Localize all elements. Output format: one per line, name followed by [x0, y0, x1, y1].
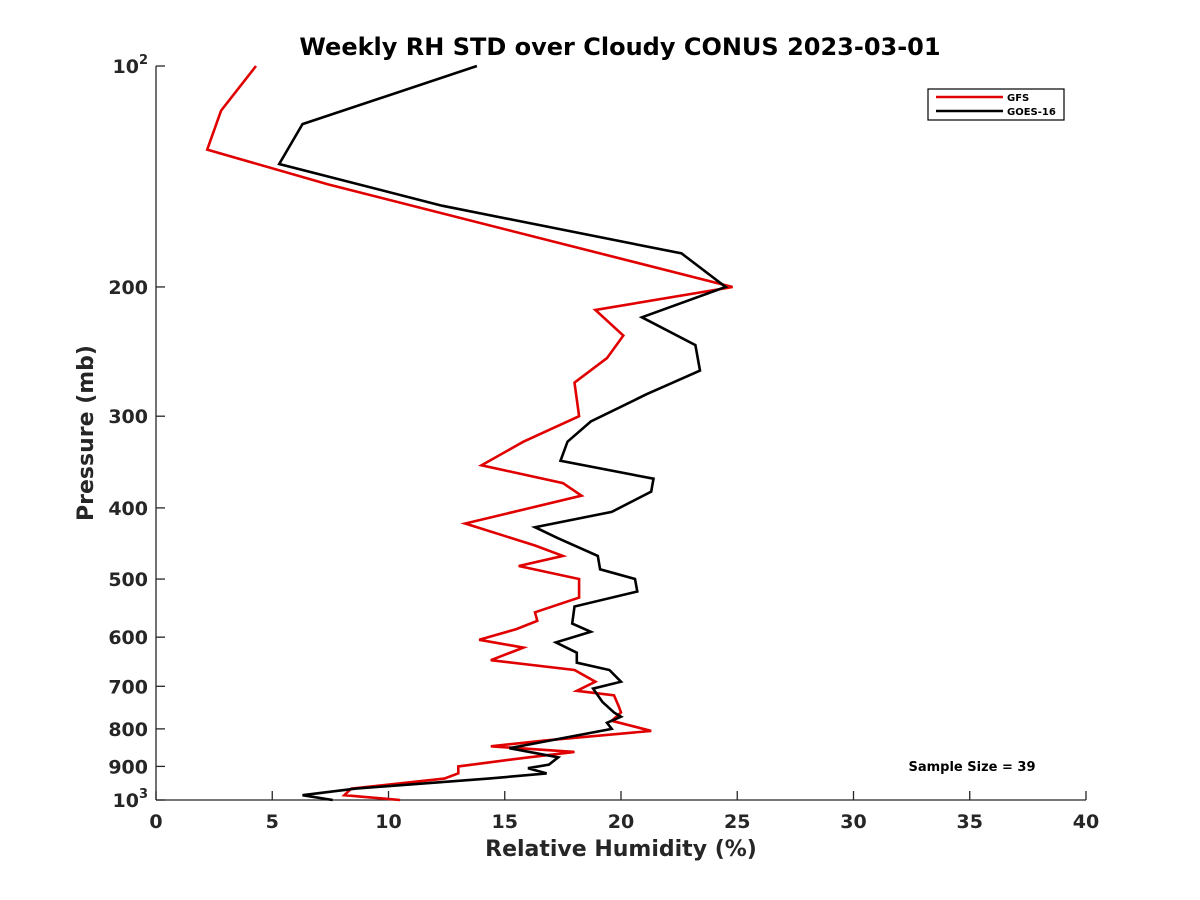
x-tick-label-20: 20	[608, 811, 634, 833]
chart-title: Weekly RH STD over Cloudy CONUS 2023-03-…	[299, 33, 940, 61]
x-tick-label-5: 5	[266, 811, 279, 833]
x-tick-label-40: 40	[1073, 811, 1099, 833]
y-tick-label-base: 300	[108, 406, 148, 428]
x-tick-label-35: 35	[957, 811, 983, 833]
y-tick-label-300: 300	[108, 406, 148, 428]
y-tick-label-500: 500	[108, 569, 148, 591]
x-tick-label-15: 15	[492, 811, 518, 833]
y-tick-label-400: 400	[108, 498, 148, 520]
y-tick-label-base: 400	[108, 498, 148, 520]
y-tick-label-800: 800	[108, 719, 148, 741]
series-line-goes16	[277, 64, 729, 802]
x-tick-label-30: 30	[840, 811, 866, 833]
x-tick-label-0: 0	[149, 811, 162, 833]
y-tick-label-base: 800	[108, 719, 148, 741]
y-tick-label-1000: 103	[113, 787, 149, 812]
y-axis-label: Pressure (mb)	[74, 345, 99, 521]
y-tick-label-600: 600	[108, 627, 148, 649]
sample-size-annotation: Sample Size = 39	[908, 760, 1035, 775]
y-tick-label-base: 10	[113, 790, 139, 812]
y-tick-label-base: 600	[108, 627, 148, 649]
y-tick-label-200: 200	[108, 277, 148, 299]
y-tick-label-exponent: 3	[139, 787, 148, 802]
series-lines	[205, 64, 733, 802]
y-tick-label-base: 900	[108, 756, 148, 778]
plot-area: 0 5 10 15 20 25 30 35 40 10220030040050060070080…	[108, 53, 1099, 833]
y-tick-label-base: 10	[113, 56, 139, 78]
y-tick-label-base: 200	[108, 277, 148, 299]
x-axis-label: Relative Humidity (%)	[485, 837, 757, 862]
y-tick-label-base: 700	[108, 676, 148, 698]
y-tick-label-900: 900	[108, 756, 148, 778]
y-tick-label-exponent: 2	[139, 53, 148, 68]
x-tick-label-25: 25	[724, 811, 750, 833]
y-tick-label-700: 700	[108, 676, 148, 698]
y-tick-label-base: 500	[108, 569, 148, 591]
legend-label-goes16: GOES-16	[1007, 107, 1056, 118]
y-tick-label-100: 102	[113, 53, 149, 78]
x-ticks: 0 5 10 15 20 25 30 35 40	[149, 791, 1099, 833]
legend-box	[927, 88, 1065, 121]
legend-label-gfs: GFS	[1007, 93, 1029, 104]
x-tick-label-10: 10	[375, 811, 401, 833]
legend: GFS GOES-16	[927, 88, 1065, 121]
series-line-gfs	[205, 65, 733, 802]
